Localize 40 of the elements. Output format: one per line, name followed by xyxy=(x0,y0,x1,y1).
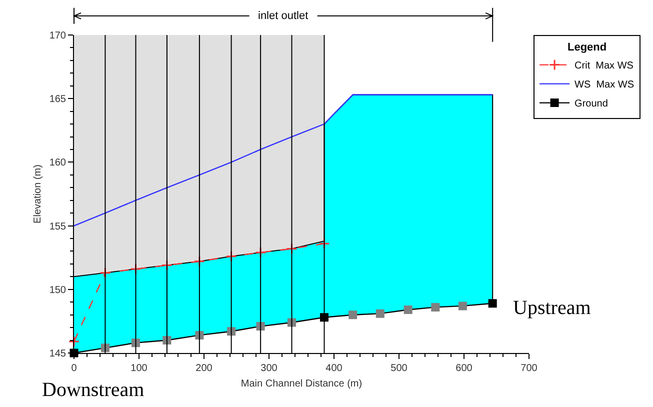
y-tick-label: 160 xyxy=(49,158,66,169)
point xyxy=(130,263,142,275)
point xyxy=(161,260,173,271)
point xyxy=(68,336,80,348)
point xyxy=(100,267,111,279)
point xyxy=(348,310,358,320)
x-tick-label: 600 xyxy=(456,363,473,374)
point xyxy=(226,250,237,262)
text: inlet outlet xyxy=(258,10,308,22)
point xyxy=(376,309,384,318)
y-tick-label: 155 xyxy=(49,221,66,232)
point xyxy=(320,313,328,322)
point xyxy=(488,299,497,308)
x-tick-label: 700 xyxy=(520,363,538,374)
x-tick-label: 300 xyxy=(260,363,278,374)
x-tick-label: 200 xyxy=(196,363,213,374)
annotation: Downstream xyxy=(42,379,145,401)
line-series xyxy=(74,94,494,226)
x-tick-label: 400 xyxy=(326,363,343,374)
y-tick-label: 170 xyxy=(49,30,66,42)
y-tick-label: 150 xyxy=(49,284,66,296)
x-tick-label: 500 xyxy=(390,363,408,374)
point xyxy=(194,256,206,268)
legend-label: Ground xyxy=(574,98,608,110)
legend-label: Crit Max WS xyxy=(574,60,634,72)
point xyxy=(254,246,266,258)
point xyxy=(404,306,412,314)
y-tick-label: 165 xyxy=(49,94,66,106)
x-tick-label: 0 xyxy=(71,363,78,374)
y-axis-title: Elevation (m) xyxy=(32,164,44,224)
point xyxy=(458,302,467,310)
x-axis-title: Main Channel Distance (m) xyxy=(240,378,362,390)
point xyxy=(318,238,330,250)
annotation: Upstream xyxy=(513,297,592,319)
legend-label: WS Max WS xyxy=(574,80,634,91)
x-tick-label: 100 xyxy=(130,363,148,374)
point xyxy=(431,302,440,312)
point xyxy=(286,243,298,254)
legend-title: Legend xyxy=(567,41,607,54)
y-tick-label: 145 xyxy=(49,348,66,360)
